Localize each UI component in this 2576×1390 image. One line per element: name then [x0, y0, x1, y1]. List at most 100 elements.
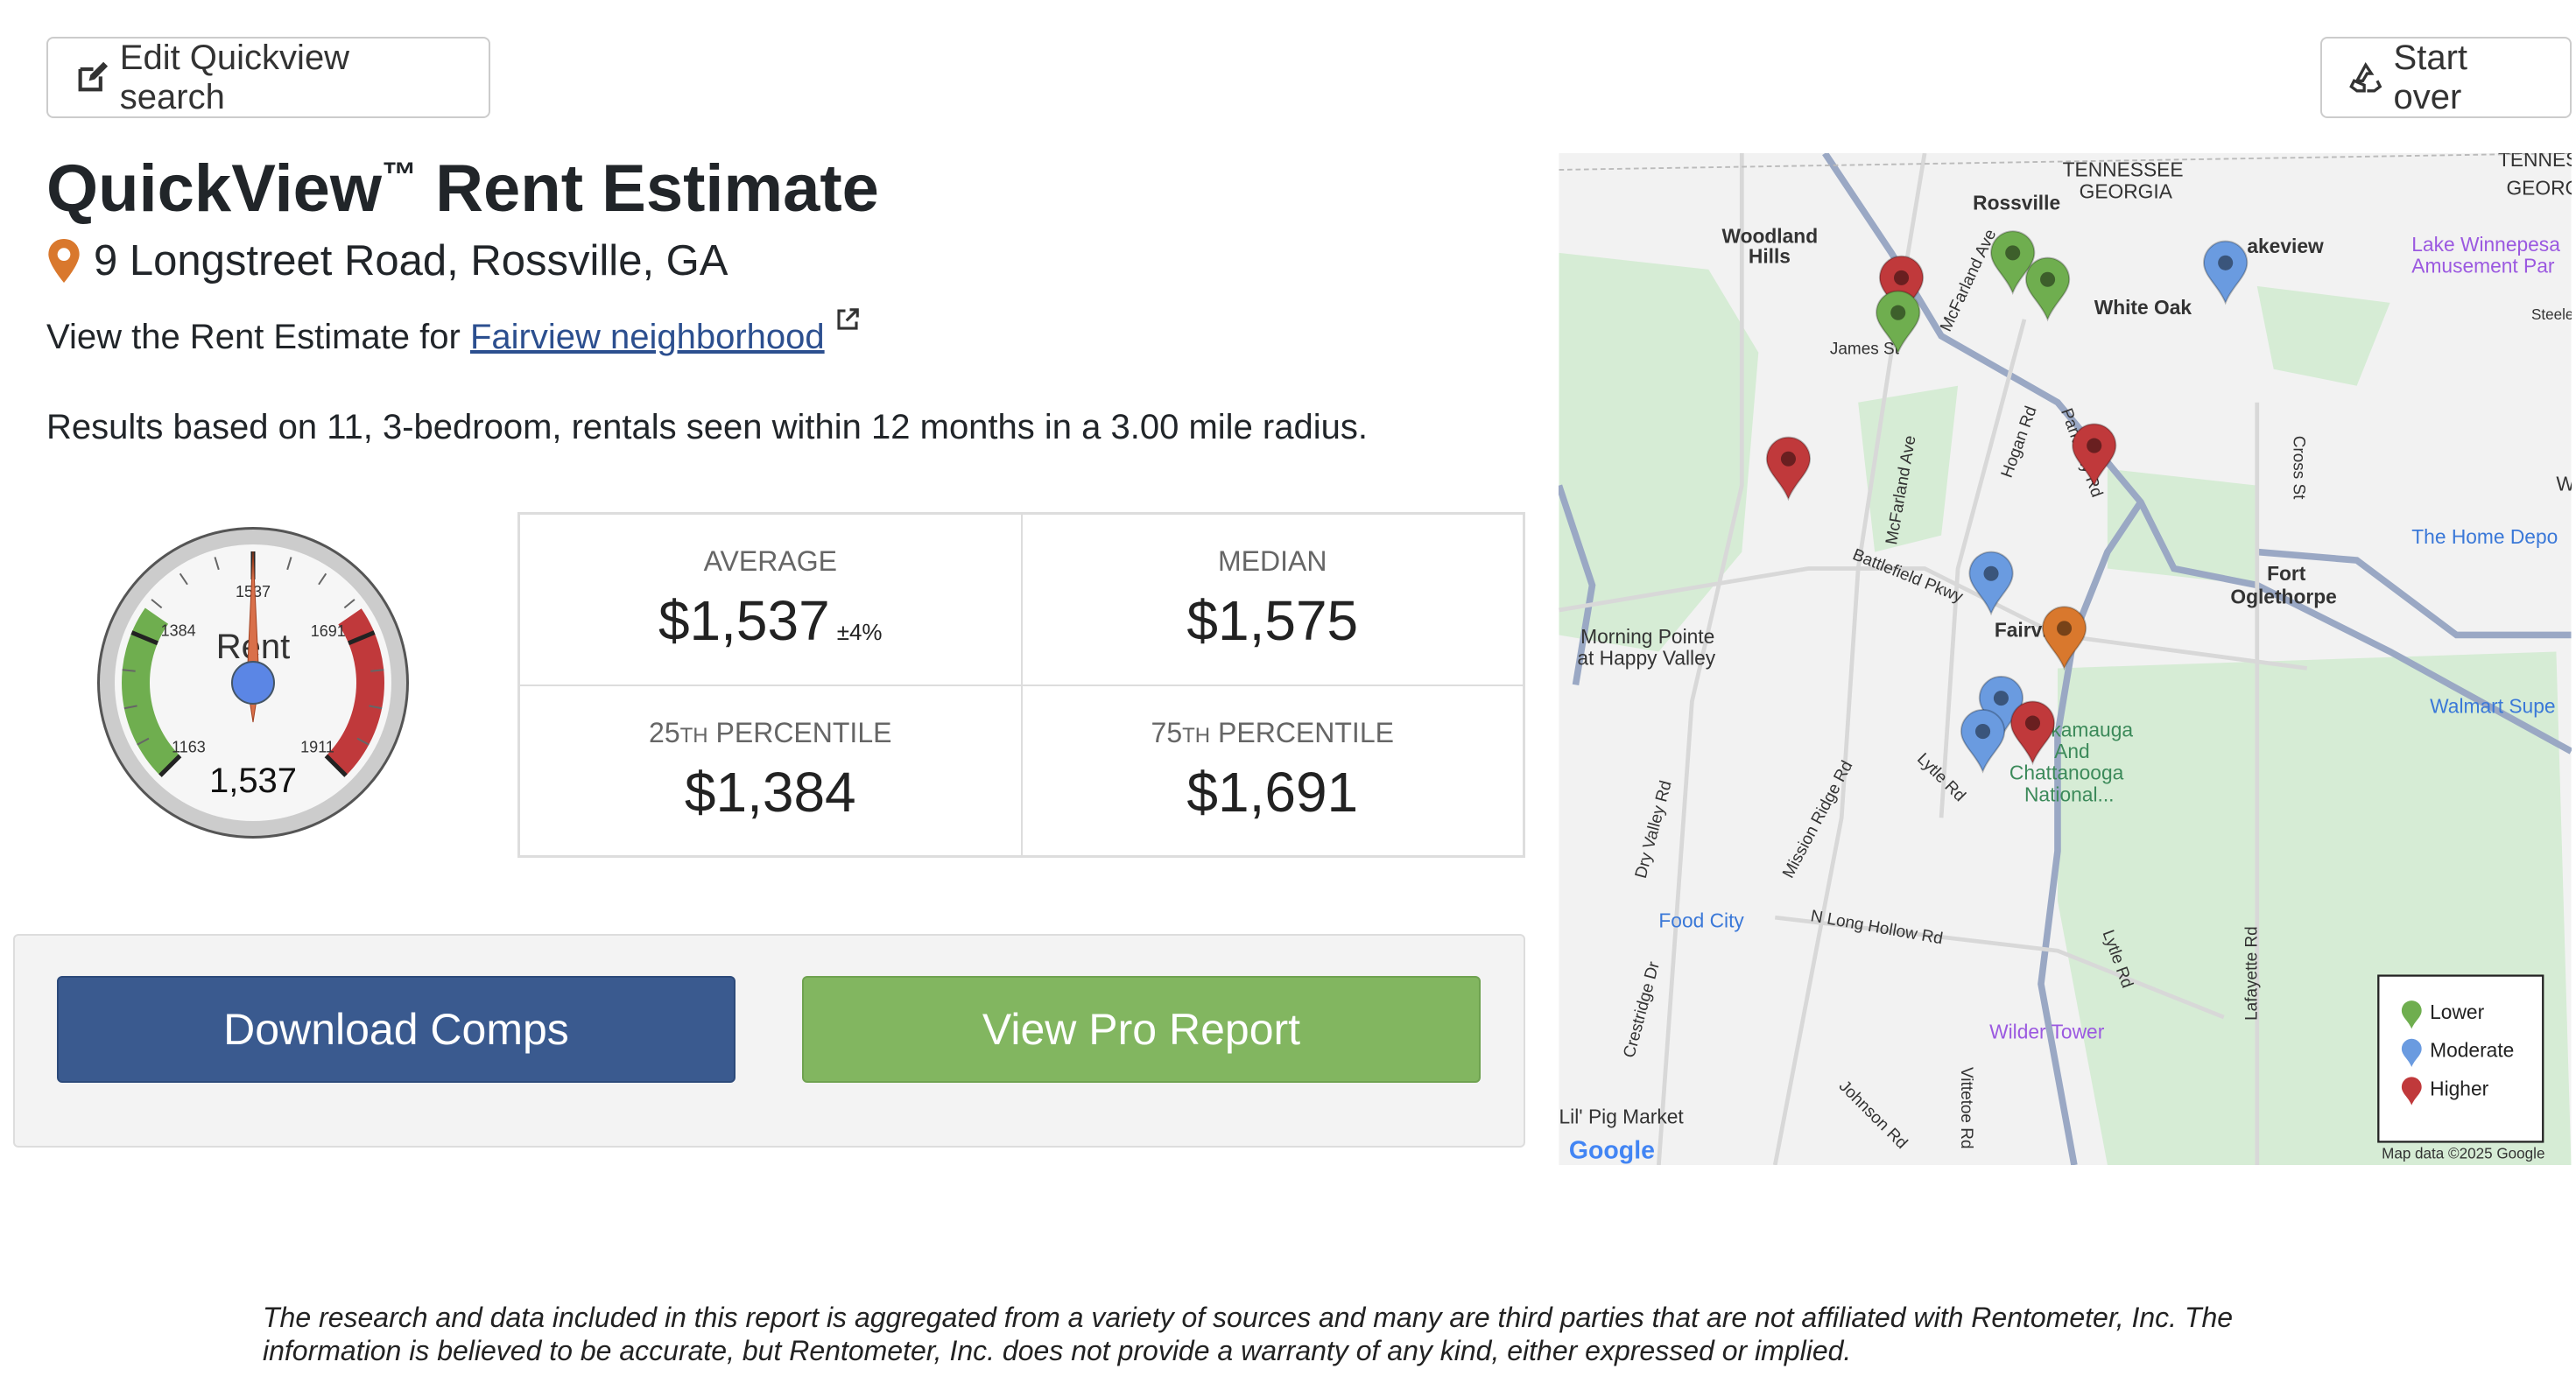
map-label: Fairvi: [1995, 618, 2048, 641]
stat-25th-percentile: 25TH Percentile $1,384: [519, 684, 1022, 856]
edit-icon: [78, 61, 109, 91]
map-label: Vittetoe Rd: [1957, 1067, 1975, 1149]
gauge-tick-label: 1384: [161, 622, 196, 640]
comp-pin[interactable]: [1878, 255, 1925, 320]
gauge-tick: [130, 630, 158, 646]
neighborhood-prefix: View the Rent Estimate for: [46, 318, 470, 356]
recycle-icon: [2349, 61, 2382, 92]
legend-item-lower: Lower: [2401, 1000, 2485, 1029]
gauge-tick: [179, 572, 188, 586]
comp-pin[interactable]: [2009, 700, 2056, 766]
neighborhood-line: View the Rent Estimate for Fairview neig…: [46, 306, 861, 357]
comp-pin[interactable]: [1960, 709, 2006, 774]
p75-label: Percentile: [1210, 716, 1394, 748]
gauge-tick: [214, 557, 220, 571]
gauge-tick: [123, 705, 137, 710]
gauge-tick: [356, 737, 370, 746]
map-label: Lake Winnepesa: [2411, 233, 2560, 256]
neighborhood-link[interactable]: Fairview neighborhood: [469, 318, 825, 356]
results-summary: Results based on 11, 3-bedroom, rentals …: [46, 408, 1368, 446]
p25-label: Percentile: [707, 716, 892, 748]
legend-pin-icon: [2401, 1000, 2422, 1029]
p25-num: 25: [649, 716, 680, 748]
map-label: akeview: [2247, 235, 2324, 257]
start-over-label: Start over: [2393, 38, 2468, 116]
map-label: Food City: [1658, 909, 1744, 932]
map-label: Fort: [2267, 562, 2306, 585]
legend-item-higher: Higher: [2401, 1077, 2489, 1106]
p75-sup: TH: [1182, 723, 1211, 748]
comp-pin[interactable]: [2024, 256, 2071, 322]
comp-pin[interactable]: [1990, 230, 2036, 296]
gauge-red-band: [326, 608, 384, 776]
map-label: Woodland: [1722, 225, 1819, 248]
legend-item-moderate: Moderate: [2401, 1038, 2514, 1068]
p75-num: 75: [1151, 716, 1183, 748]
google-logo: Google: [1569, 1136, 1655, 1164]
gauge-tick: [343, 599, 355, 609]
stat-75th-percentile: 75TH Percentile $1,691: [1021, 684, 1524, 856]
map-label: Amusement Par: [2411, 255, 2555, 277]
map-label: Cross St: [2290, 436, 2308, 500]
download-comps-button[interactable]: Download Comps: [57, 976, 735, 1083]
gauge-tick: [151, 599, 163, 609]
p75-value: $1,691: [1186, 760, 1359, 824]
map-label: GEORGIA: [2080, 179, 2173, 202]
map-pin-icon: [48, 239, 80, 283]
gauge-tick: [286, 557, 292, 571]
median-label: Median: [1218, 545, 1327, 578]
gauge-tick-label: 1691: [311, 622, 346, 640]
comp-pin[interactable]: [2203, 240, 2249, 305]
comp-pin[interactable]: [1765, 436, 1812, 502]
gauge-tick: [158, 754, 182, 777]
edit-label: Edit Quickview search: [119, 38, 350, 116]
map-label: Hills: [1749, 244, 1791, 267]
comps-map[interactable]: TENNESSEE GEORGIA Rossville Woodland Hil…: [1559, 153, 2572, 1165]
stat-average: Average $1,537 ±4%: [519, 514, 1022, 685]
comp-pin[interactable]: [2072, 423, 2117, 488]
subject-property-pin[interactable]: [2041, 606, 2087, 670]
gauge-tick: [137, 737, 150, 746]
gauge-tick: [348, 630, 376, 646]
trademark: ™: [382, 156, 418, 194]
map-label: TENNESSEE: [2063, 158, 2184, 181]
legend-label: Lower: [2430, 1000, 2484, 1023]
map-label: TENNES: [2498, 153, 2572, 171]
legend-pin-icon: [2401, 1077, 2422, 1106]
edit-quickview-search-button[interactable]: Edit Quickview search: [46, 37, 490, 118]
map-legend: Lower Moderate Higher: [2377, 974, 2544, 1143]
map-label: Steele: [2531, 306, 2572, 323]
disclaimer: The research and data included in this r…: [263, 1302, 2234, 1366]
comp-pin[interactable]: [1968, 551, 2014, 616]
page-title: QuickView™ Rent Estimate: [46, 151, 879, 227]
title-rest: Rent Estimate: [417, 151, 879, 226]
start-over-button[interactable]: Start over: [2320, 37, 2572, 118]
map-label: The Home Depo: [2411, 525, 2558, 548]
stat-median: Median $1,575: [1021, 514, 1524, 685]
p25-value: $1,384: [684, 760, 856, 824]
average-margin: ±4%: [836, 619, 883, 646]
title-main: QuickView: [46, 151, 383, 226]
gauge-hub: [231, 661, 275, 705]
average-label: Average: [703, 545, 837, 578]
gauge-tick: [369, 705, 383, 710]
median-value: $1,575: [1186, 589, 1359, 653]
rent-gauge: 11631384153716911911Rent1,537: [97, 527, 409, 839]
map-label: Lil' Pig Market: [1559, 1106, 1685, 1128]
legend-label: Moderate: [2430, 1039, 2514, 1062]
stats-table: Average $1,537 ±4% Median $1,575 25TH Per…: [517, 512, 1525, 858]
map-label: W: [2556, 472, 2572, 495]
map-label: at Happy Valley: [1577, 647, 1715, 670]
view-pro-report-button[interactable]: View Pro Report: [802, 976, 1481, 1083]
gauge-tick-label: 1163: [172, 739, 206, 756]
map-pins: [1765, 230, 2249, 774]
map-attribution[interactable]: Map data ©2025 Google: [2382, 1145, 2544, 1162]
legend-pin-icon: [2401, 1038, 2422, 1068]
map-label: kamauga: [2051, 718, 2133, 741]
average-value: $1,537: [658, 589, 830, 653]
legend-label: Higher: [2430, 1077, 2488, 1099]
comp-pin[interactable]: [1876, 290, 1921, 355]
p25-sup: TH: [679, 723, 708, 748]
roads: [1559, 153, 2572, 1165]
map-label: Rossville: [1973, 192, 2060, 214]
